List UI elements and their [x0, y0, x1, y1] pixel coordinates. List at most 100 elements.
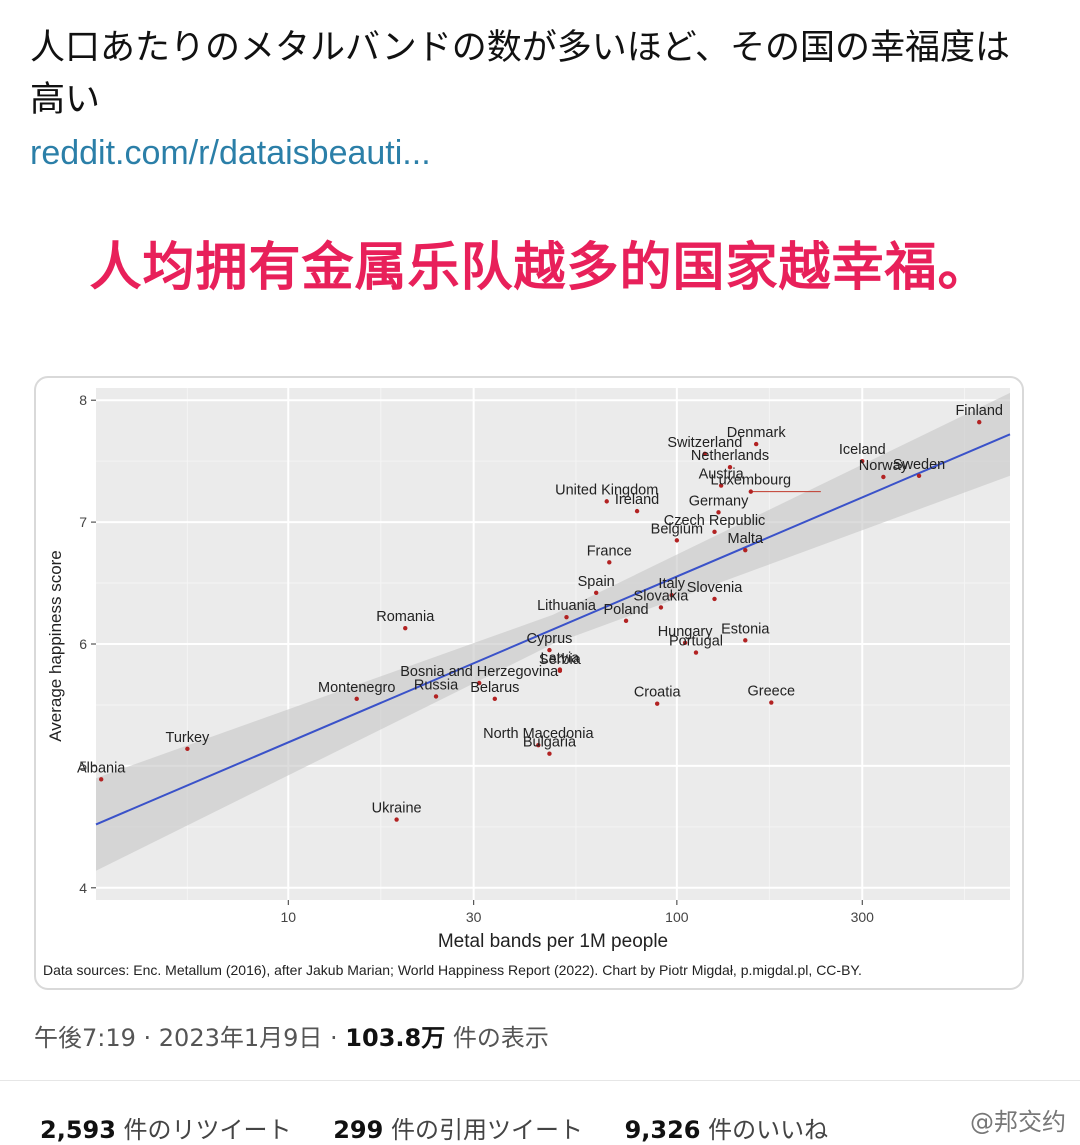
point-label: Portugal: [669, 634, 723, 650]
point-label: Luxembourg: [711, 473, 792, 489]
data-points: [98, 419, 982, 822]
data-point: [604, 499, 609, 504]
point-label: Bosnia and Herzegovina: [400, 664, 559, 680]
point-label: Iceland: [839, 442, 886, 458]
data-point: [881, 474, 886, 480]
tweet-meta: 午後7:19 · 2023年1月9日 · 103.8万 件の表示: [34, 1018, 549, 1053]
data-point: [769, 700, 774, 705]
point-label: Lithuania: [537, 598, 597, 614]
point-label: Hungary: [658, 624, 714, 640]
x-tick-label: 30: [466, 909, 482, 925]
point-label: Turkey: [166, 730, 211, 746]
confidence-band: [96, 392, 1010, 871]
point-label: Czech Republic: [664, 513, 766, 529]
data-point: [718, 483, 724, 488]
point-label: Belgium: [651, 521, 703, 537]
y-tick-label: 5: [79, 758, 87, 774]
point-label: Denmark: [727, 425, 787, 441]
data-point: [403, 625, 408, 631]
point-label: Norway: [859, 458, 909, 474]
y-axis-label: Average happiness score: [46, 550, 65, 742]
data-point: [477, 680, 482, 686]
data-point: [607, 560, 612, 565]
y-tick-label: 6: [79, 636, 87, 652]
data-point: [716, 510, 721, 515]
quote-stat[interactable]: 299 件の引用ツイート: [333, 1116, 583, 1144]
data-point: [743, 638, 748, 643]
data-point: [492, 696, 498, 702]
point-label: Latvia: [541, 651, 581, 667]
quote-count: 299: [333, 1116, 384, 1144]
data-point: [669, 593, 674, 598]
point-label: Russia: [414, 677, 459, 693]
data-point: [634, 508, 640, 514]
data-point: [977, 419, 982, 425]
data-point: [727, 465, 733, 470]
retweet-label: 件のリツイート: [115, 1116, 292, 1144]
y-axis-ticks: 4 5 6 7 8: [79, 392, 96, 896]
like-label: 件のいいね: [700, 1116, 829, 1144]
point-label: Italy: [658, 576, 685, 592]
y-tick-label: 7: [79, 514, 87, 530]
point-label: Poland: [603, 602, 648, 618]
point-label: Cyprus: [526, 631, 572, 647]
source-note: Data sources: Enc. Metallum (2016), afte…: [43, 962, 862, 978]
point-label: Estonia: [721, 621, 770, 637]
data-point: [185, 746, 190, 752]
data-point: [593, 590, 599, 595]
point-label: Ireland: [615, 492, 659, 508]
data-point: [753, 441, 759, 447]
x-axis-label: Metal bands per 1M people: [438, 931, 668, 952]
data-point: [712, 596, 717, 602]
view-count-label: 件の表示: [445, 1024, 549, 1052]
scatter-chart: Finland Denmark Iceland Switzerland NorwaySw…: [43, 388, 1011, 978]
x-tick-label: 100: [665, 909, 689, 925]
x-tick-label: 10: [280, 909, 296, 925]
like-stat[interactable]: 9,326 件のいいね: [625, 1116, 829, 1144]
point-label: Bulgaria: [523, 735, 577, 751]
divider: [0, 1080, 1080, 1081]
data-point: [394, 817, 399, 822]
data-point: [712, 529, 717, 535]
data-point: [748, 489, 754, 494]
point-label: Spain: [578, 574, 615, 590]
point-label: Germany: [689, 493, 749, 509]
tweet-timestamp[interactable]: 午後7:19 · 2023年1月9日 ·: [34, 1024, 346, 1052]
point-label: United Kingdom: [555, 482, 658, 498]
point-label: France: [587, 543, 632, 559]
point-label: Albania: [77, 760, 126, 776]
point-label: Ukraine: [372, 801, 422, 817]
retweet-stat[interactable]: 2,593 件のリツイート: [40, 1116, 292, 1144]
x-axis-ticks: 10 30 100 300: [280, 900, 874, 925]
point-label: Finland: [955, 403, 1003, 419]
quote-label: 件の引用ツイート: [383, 1116, 583, 1144]
point-labels: Finland Denmark Iceland Switzerland NorwaySw…: [77, 403, 1003, 816]
point-label: Greece: [748, 684, 796, 700]
x-tick-label: 300: [851, 909, 875, 925]
retweet-count: 2,593: [40, 1116, 116, 1144]
data-point: [860, 458, 865, 464]
engagement-stats: 2,593 件のリツイート 299 件の引用ツイート 9,326 件のいいね: [40, 1110, 862, 1145]
tweet-link[interactable]: reddit.com/r/dataisbeauti...: [30, 134, 431, 172]
data-point: [674, 538, 680, 543]
data-point: [693, 650, 699, 655]
chart-card[interactable]: Finland Denmark Iceland Switzerland Norway Sw…: [34, 376, 1024, 990]
data-point: [916, 473, 922, 478]
y-tick-label: 4: [79, 880, 87, 896]
data-point: [354, 696, 359, 702]
view-count: 103.8万: [345, 1024, 446, 1052]
data-point: [547, 751, 552, 756]
data-point: [654, 701, 660, 706]
data-point: [564, 614, 569, 620]
data-point: [658, 605, 664, 610]
point-label: Sweden: [893, 457, 945, 473]
like-count: 9,326: [624, 1116, 701, 1144]
point-label: Romania: [376, 609, 435, 625]
point-label: Austria: [699, 467, 745, 483]
point-label: North Macedonia: [483, 726, 594, 742]
point-label: Slovenia: [687, 580, 744, 596]
point-label: Slovakia: [634, 588, 690, 604]
banner-caption: 人均拥有金属乐队越多的国家越幸福。: [89, 238, 991, 298]
point-label: Malta: [728, 531, 764, 547]
watermark: @邦交约: [970, 1108, 1066, 1136]
